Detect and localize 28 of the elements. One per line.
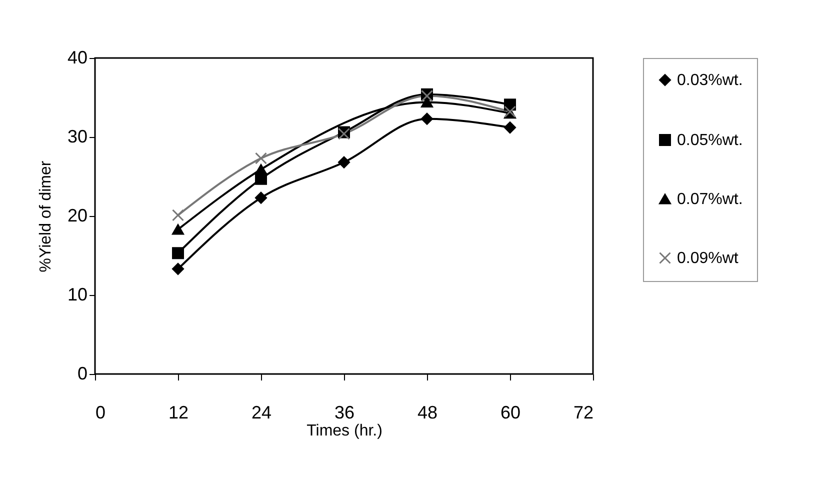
x-tick-label: 72 xyxy=(573,402,594,422)
x-tick-label: 60 xyxy=(500,402,521,422)
point xyxy=(338,156,350,168)
x-tick-label: 48 xyxy=(417,402,438,422)
y-tick-label: 10 xyxy=(67,284,88,304)
x-tick-label: 0 xyxy=(96,402,106,422)
legend-label: 0.03%wt. xyxy=(677,72,743,89)
point xyxy=(504,122,516,134)
legend-label: 0.07%wt. xyxy=(677,191,743,208)
x-tick-label: 36 xyxy=(334,402,355,422)
legend-label: 0.09%wt xyxy=(677,250,739,267)
point xyxy=(172,247,184,260)
y-tick-label: 0 xyxy=(77,364,88,384)
point xyxy=(255,192,267,204)
x-axis-title: Times (hr.) xyxy=(306,422,382,440)
x-tick-label: 24 xyxy=(251,402,272,422)
y-tick-label: 40 xyxy=(67,48,88,68)
point xyxy=(421,112,433,125)
point xyxy=(172,209,184,222)
point xyxy=(255,164,267,175)
point xyxy=(255,152,267,164)
x-tick-label: 12 xyxy=(168,402,189,422)
point xyxy=(172,224,184,235)
y-tick-label: 30 xyxy=(67,126,88,146)
point xyxy=(172,262,184,275)
y-axis-title: %Yield of dimer xyxy=(37,160,54,272)
legend-label: 0.05%wt. xyxy=(677,132,743,149)
y-tick-label: 20 xyxy=(67,206,88,226)
